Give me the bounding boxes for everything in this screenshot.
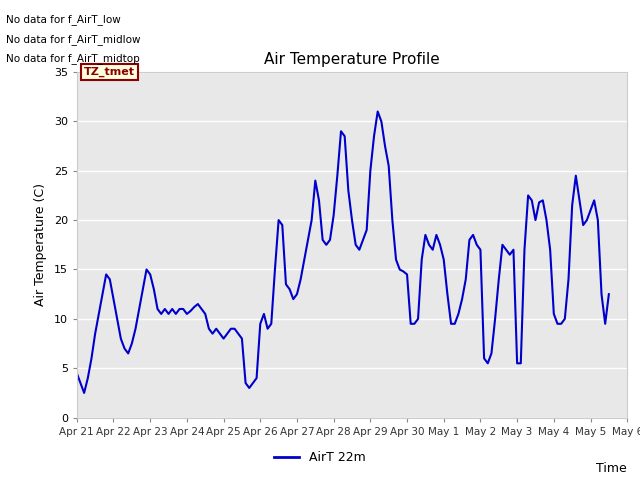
Text: No data for f_AirT_low: No data for f_AirT_low	[6, 14, 121, 25]
Text: TZ_tmet: TZ_tmet	[84, 67, 135, 77]
Text: No data for f_AirT_midtop: No data for f_AirT_midtop	[6, 53, 140, 64]
Text: No data for f_AirT_midlow: No data for f_AirT_midlow	[6, 34, 141, 45]
Y-axis label: Air Temperature (C): Air Temperature (C)	[34, 183, 47, 306]
Title: Air Temperature Profile: Air Temperature Profile	[264, 52, 440, 67]
Legend: AirT 22m: AirT 22m	[269, 446, 371, 469]
X-axis label: Time: Time	[596, 462, 627, 475]
